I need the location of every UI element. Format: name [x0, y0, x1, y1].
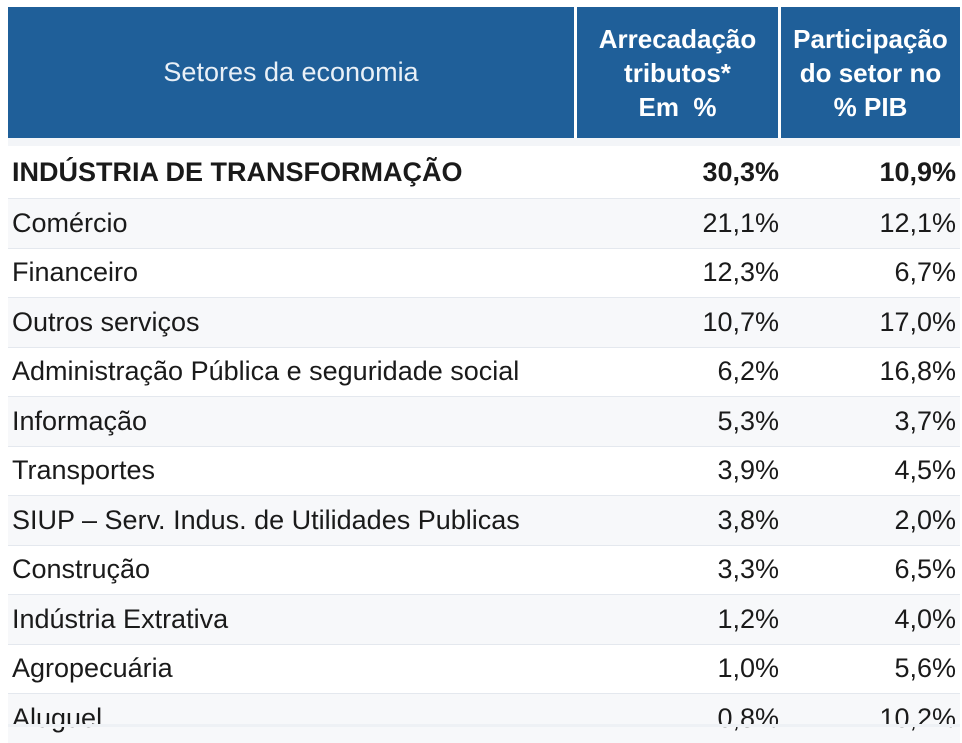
header-tax-line-3: Em % [638, 91, 717, 122]
sector-name-cell: Comércio [8, 198, 577, 248]
table-row: Transportes 3,9% 4,5% [8, 445, 960, 495]
header-sectors-label: Setores da economia [163, 57, 419, 87]
table-header: Setores da economia Arrecadação tributos… [8, 7, 960, 138]
tax-collection-cell: 1,2% [577, 594, 781, 644]
tax-collection-cell: 12,3% [577, 247, 781, 297]
gdp-share-cell: 16,8% [781, 346, 960, 396]
header-tax-line-2: tributos* [624, 57, 731, 88]
sector-name-cell: Financeiro [8, 247, 577, 297]
sector-name-cell: Aluguel [8, 693, 577, 743]
sector-name-cell: Indústria Extrativa [8, 594, 577, 644]
table-row: Construção 3,3% 6,5% [8, 544, 960, 594]
sector-name-cell: Administração Pública e seguridade socia… [8, 346, 577, 396]
table-row: INDÚSTRIA DE TRANSFORMAÇÃO 30,3% 10,9% [8, 138, 960, 198]
gdp-share-cell: 10,2% [781, 693, 960, 743]
gdp-share-cell: 3,7% [781, 396, 960, 446]
tax-collection-cell: 1,0% [577, 643, 781, 693]
tax-sector-table: Setores da economia Arrecadação tributos… [8, 7, 960, 743]
tax-collection-cell: 5,3% [577, 396, 781, 446]
gdp-share-cell: 17,0% [781, 297, 960, 347]
table-row: Outros serviços 10,7% 17,0% [8, 297, 960, 347]
tax-collection-cell: 21,1% [577, 198, 781, 248]
header-sectors: Setores da economia [8, 7, 577, 138]
header-gdp-line-3: % PIB [833, 91, 908, 122]
gdp-share-cell: 4,5% [781, 445, 960, 495]
gdp-share-cell: 6,5% [781, 544, 960, 594]
gdp-share-cell: 5,6% [781, 643, 960, 693]
table-row: Indústria Extrativa 1,2% 4,0% [8, 594, 960, 644]
tax-collection-cell: 30,3% [577, 138, 781, 198]
table-row: Comércio 21,1% 12,1% [8, 198, 960, 248]
table-row: Aluguel 0,8% 10,2% [8, 693, 960, 743]
sector-name-cell: SIUP – Serv. Indus. de Utilidades Public… [8, 495, 577, 545]
header-gdp-line-2: do setor no [799, 57, 942, 88]
tax-collection-cell: 10,7% [577, 297, 781, 347]
sector-name-cell: Construção [8, 544, 577, 594]
header-gdp-line-1: Participação [793, 23, 948, 54]
sector-name-cell: Outros serviços [8, 297, 577, 347]
table-row: Informação 5,3% 3,7% [8, 396, 960, 446]
sector-name-cell: Informação [8, 396, 577, 446]
gdp-share-cell: 12,1% [781, 198, 960, 248]
sector-name-cell: INDÚSTRIA DE TRANSFORMAÇÃO [8, 138, 577, 198]
gdp-share-cell: 10,9% [781, 138, 960, 198]
gdp-share-cell: 2,0% [781, 495, 960, 545]
table-row: Financeiro 12,3% 6,7% [8, 247, 960, 297]
sector-name-cell: Transportes [8, 445, 577, 495]
gdp-share-cell: 4,0% [781, 594, 960, 644]
table-row: Administração Pública e seguridade socia… [8, 346, 960, 396]
table-body: INDÚSTRIA DE TRANSFORMAÇÃO 30,3% 10,9% Comé… [8, 138, 960, 743]
table-bottom-divider [8, 724, 960, 727]
header-gdp-share: Participação do setor no % PIB [781, 7, 960, 138]
header-tax-line-1: Arrecadação [598, 23, 757, 54]
tax-collection-cell: 3,3% [577, 544, 781, 594]
tax-collection-cell: 6,2% [577, 346, 781, 396]
sector-name-cell: Agropecuária [8, 643, 577, 693]
header-tax-collection: Arrecadação tributos* Em % [577, 7, 781, 138]
table-row: SIUP – Serv. Indus. de Utilidades Public… [8, 495, 960, 545]
tax-collection-cell: 0,8% [577, 693, 781, 743]
tax-collection-cell: 3,9% [577, 445, 781, 495]
table-row: Agropecuária 1,0% 5,6% [8, 643, 960, 693]
tax-collection-cell: 3,8% [577, 495, 781, 545]
gdp-share-cell: 6,7% [781, 247, 960, 297]
